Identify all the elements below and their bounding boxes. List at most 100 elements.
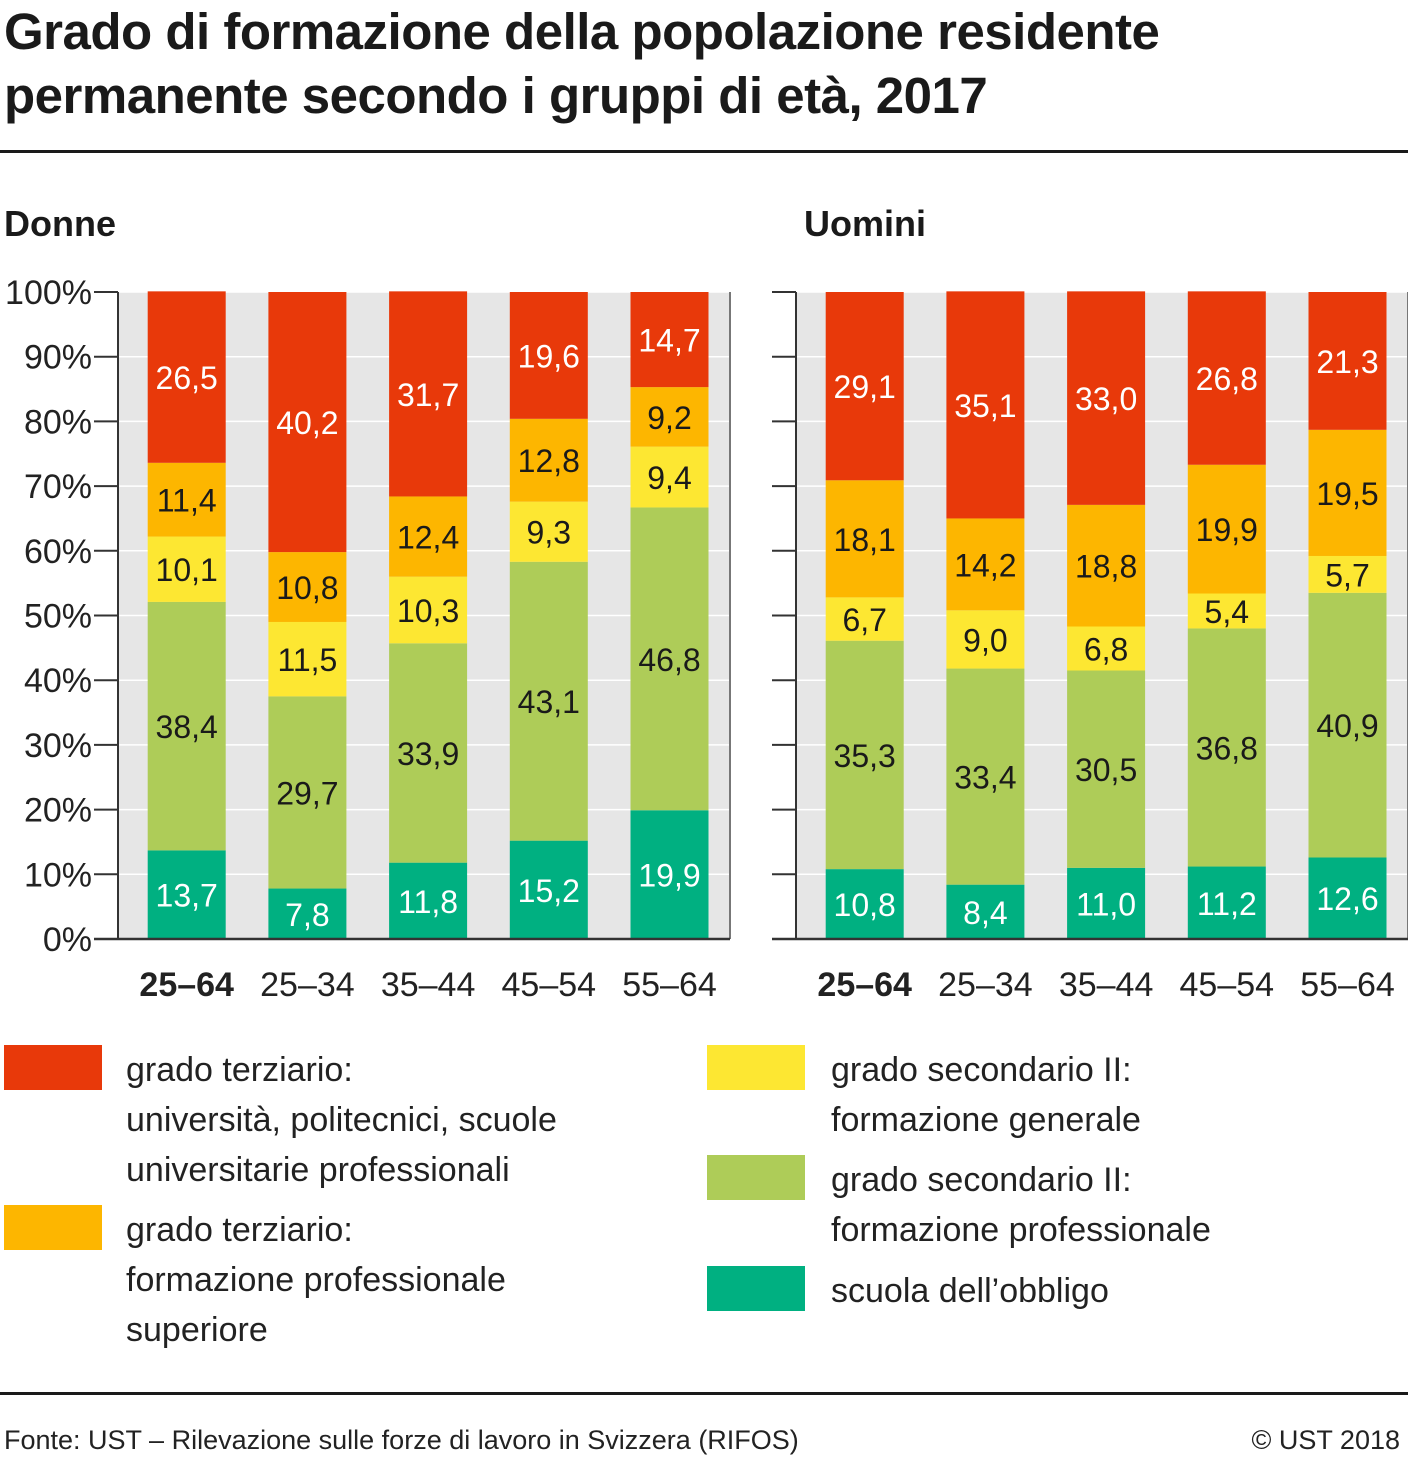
legend-label-sec-prof: grado secondario II: formazione professi… [831,1155,1211,1255]
y-tick-label: 70% [24,468,92,506]
data-label: 33,9 [397,736,459,772]
data-label: 35,1 [954,388,1016,424]
data-label: 33,4 [954,760,1016,796]
legend-swatch-obbligo [707,1266,805,1311]
data-label: 12,4 [397,520,459,556]
legend-line: formazione professionale [831,1205,1211,1255]
x-tick-label: 45–54 [1180,966,1275,1004]
legend-label-terz-prof: grado terziario: formazione professional… [126,1205,506,1355]
data-label: 46,8 [638,642,700,678]
data-label: 33,0 [1075,381,1137,417]
legend-label-terz-univ: grado terziario: università, politecnici… [126,1045,557,1195]
data-label: 10,1 [156,552,218,588]
data-label: 13,7 [156,878,218,914]
data-label: 11,5 [277,642,337,678]
data-label: 10,8 [834,887,896,923]
data-label: 18,1 [834,522,896,558]
legend-line: scuola dell’obbligo [831,1266,1109,1316]
data-label: 12,8 [518,443,580,479]
legend-swatch-sec-prof [707,1155,805,1200]
x-tick-label: 25–64 [139,966,234,1004]
source-note: Fonte: UST – Rilevazione sulle forze di … [4,1420,799,1460]
data-label: 12,6 [1316,881,1378,917]
data-label: 14,7 [638,323,700,359]
legend-line: superiore [126,1305,506,1355]
data-label: 6,7 [842,602,886,638]
data-label: 40,2 [276,405,338,441]
y-tick-label: 60% [24,533,92,571]
data-label: 9,4 [647,460,691,496]
legend-line: formazione generale [831,1095,1141,1145]
x-tick-label: 25–34 [260,966,355,1004]
y-tick-label: 80% [24,403,92,441]
x-tick-label: 25–34 [938,966,1033,1004]
data-label: 21,3 [1316,344,1378,380]
panel-title-uomini: Uomini [804,202,926,246]
x-tick-label: 45–54 [502,966,597,1004]
legend-line: grado secondario II: [831,1045,1141,1095]
data-label: 30,5 [1075,752,1137,788]
legend-line: grado terziario: [126,1205,506,1255]
top-divider [0,150,1408,153]
data-label: 6,8 [1084,631,1128,667]
chart-title-line-2: permanente secondo i gruppi di età, 2017 [4,64,1404,128]
y-tick-label: 100% [5,274,92,312]
x-tick-label: 35–44 [1059,966,1154,1004]
data-label: 35,3 [834,738,896,774]
data-label: 29,7 [276,775,338,811]
y-tick-label: 30% [24,727,92,765]
data-label: 26,8 [1196,361,1258,397]
x-tick-label: 55–64 [1300,966,1395,1004]
legend-line: formazione professionale [126,1255,506,1305]
data-label: 7,8 [285,897,329,933]
data-label: 18,8 [1075,549,1137,585]
data-label: 11,2 [1197,886,1257,922]
bottom-divider [0,1392,1408,1395]
data-label: 36,8 [1196,730,1258,766]
data-label: 19,6 [518,338,580,374]
legend-line: grado secondario II: [831,1155,1211,1205]
data-label: 29,1 [834,369,896,405]
data-label: 9,0 [963,622,1007,658]
legend-swatch-terz-univ [4,1045,102,1090]
data-label: 38,4 [156,709,218,745]
data-label: 9,2 [647,400,691,436]
data-label: 11,8 [398,884,458,920]
data-label: 15,2 [518,873,580,909]
x-tick-label: 55–64 [622,966,717,1004]
chart-title: Grado di formazione della popolazione re… [4,0,1404,128]
legend-label-obbligo: scuola dell’obbligo [831,1266,1109,1316]
y-tick-label: 50% [24,598,92,636]
chart-title-line-1: Grado di formazione della popolazione re… [4,0,1404,64]
legend-swatch-sec-gen [707,1045,805,1090]
data-label: 9,3 [527,515,571,551]
panel-title-donne: Donne [4,202,116,246]
data-label: 40,9 [1316,708,1378,744]
data-label: 10,3 [397,593,459,629]
x-tick-label: 25–64 [817,966,912,1004]
y-tick-label: 20% [24,792,92,830]
y-tick-label: 10% [24,856,92,894]
data-label: 11,0 [1076,886,1136,922]
data-label: 10,8 [276,570,338,606]
y-tick-label: 40% [24,662,92,700]
data-label: 8,4 [963,895,1007,931]
legend-line: grado terziario: [126,1045,557,1095]
data-label: 11,4 [157,483,217,519]
legend-swatch-terz-prof [4,1205,102,1250]
data-label: 31,7 [397,377,459,413]
legend-line: università, politecnici, scuole [126,1095,557,1145]
y-tick-label: 90% [24,339,92,377]
data-label: 14,2 [954,547,1016,583]
data-label: 5,4 [1205,594,1249,630]
data-label: 43,1 [518,684,580,720]
legend-line: universitarie professionali [126,1145,557,1195]
data-label: 19,9 [638,858,700,894]
data-label: 19,9 [1196,512,1258,548]
copyright-note: © UST 2018 [1252,1420,1400,1460]
y-tick-label: 0% [43,921,92,959]
data-label: 5,7 [1325,557,1369,593]
x-tick-label: 35–44 [381,966,476,1004]
legend-label-sec-gen: grado secondario II: formazione generale [831,1045,1141,1145]
data-label: 26,5 [156,360,218,396]
